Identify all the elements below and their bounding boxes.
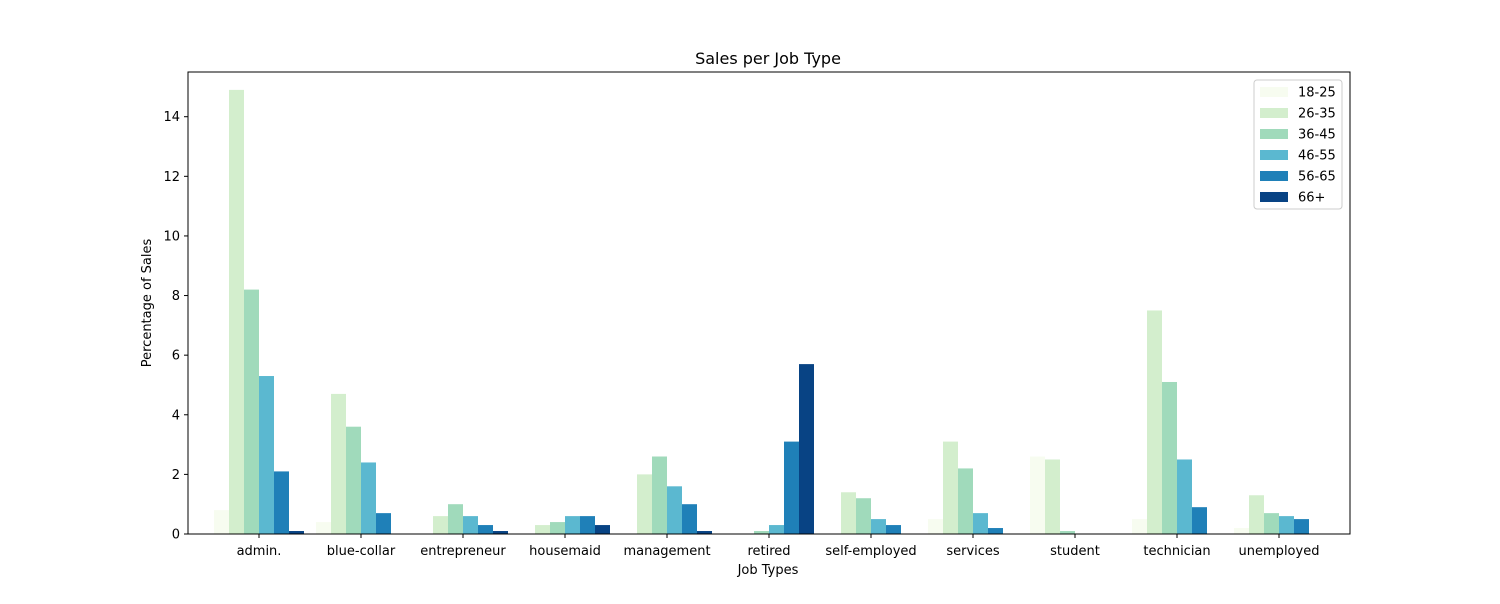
bar-18-25-student <box>1030 456 1045 534</box>
bar-36-45-student <box>1060 531 1075 534</box>
axes-layer: 0 2 4 6 8 10 12 14 admin. blue-collar entrepreneur… <box>163 71 1351 559</box>
y-tick-label: 6 <box>172 349 180 364</box>
bar-46-55-management <box>667 486 682 534</box>
legend-swatch <box>1260 129 1288 139</box>
bar-18-25-technician <box>1132 519 1147 534</box>
bar-66+-admin. <box>289 531 304 534</box>
y-tick-label: 8 <box>172 289 180 304</box>
legend-swatch <box>1260 171 1288 181</box>
x-tick-label: blue-collar <box>327 544 396 559</box>
bar-56-65-unemployed <box>1294 519 1309 534</box>
bar-26-35-student <box>1045 459 1060 534</box>
bar-36-45-admin. <box>244 289 259 534</box>
bar-56-65-services <box>988 528 1003 534</box>
bar-66+-management <box>697 531 712 534</box>
bar-18-25-admin. <box>214 510 229 534</box>
y-axis-title: Percentage of Sales <box>140 239 155 368</box>
y-tick-label: 4 <box>172 408 180 423</box>
bar-26-35-entrepreneur <box>433 516 448 534</box>
bar-46-55-services <box>973 513 988 534</box>
bar-56-65-housemaid <box>580 516 595 534</box>
bar-26-35-services <box>943 441 958 534</box>
bar-36-45-technician <box>1162 381 1177 534</box>
x-tick-label: retired <box>747 544 790 559</box>
bar-56-65-entrepreneur <box>478 525 493 534</box>
chart-title: Sales per Job Type <box>695 49 841 68</box>
bar-56-65-technician <box>1192 507 1207 534</box>
legend-swatch <box>1260 192 1288 202</box>
bar-46-55-unemployed <box>1279 516 1294 534</box>
x-axis-title: Job Types <box>737 563 799 578</box>
x-tick-label: housemaid <box>529 544 601 559</box>
bar-46-55-housemaid <box>565 516 580 534</box>
bar-46-55-admin. <box>259 376 274 534</box>
legend-label: 46-55 <box>1298 149 1336 164</box>
bar-66+-retired <box>799 364 814 534</box>
y-tick-label: 0 <box>172 528 180 543</box>
bar-26-35-management <box>637 474 652 534</box>
legend-label: 66+ <box>1298 191 1325 206</box>
legend: 18-25 26-35 36-45 46-55 56-65 66+ <box>1253 79 1343 210</box>
bar-18-25-unemployed <box>1234 528 1249 534</box>
legend-swatch <box>1260 108 1288 118</box>
bar-56-65-self-employed <box>886 525 901 534</box>
bar-46-55-entrepreneur <box>463 516 478 534</box>
legend-swatch <box>1260 150 1288 160</box>
bar-46-55-self-employed <box>871 519 886 534</box>
bar-26-35-self-employed <box>841 492 856 534</box>
bar-18-25-blue-collar <box>316 522 331 534</box>
bar-36-45-housemaid <box>550 522 565 534</box>
legend-label: 26-35 <box>1298 107 1336 122</box>
bar-26-35-blue-collar <box>331 393 346 534</box>
bars-layer <box>214 89 1309 534</box>
legend-swatch <box>1260 87 1288 97</box>
legend-label: 18-25 <box>1298 86 1336 101</box>
bar-46-55-technician <box>1177 459 1192 534</box>
y-tick-label: 2 <box>172 468 180 483</box>
bar-36-45-unemployed <box>1264 513 1279 534</box>
y-tick-label: 14 <box>163 110 180 125</box>
legend-label: 36-45 <box>1298 128 1336 143</box>
bar-36-45-blue-collar <box>346 426 361 534</box>
bar-66+-entrepreneur <box>493 531 508 534</box>
x-tick-label: services <box>946 544 1000 559</box>
bar-56-65-blue-collar <box>376 513 391 534</box>
bar-26-35-housemaid <box>535 525 550 534</box>
bar-56-65-admin. <box>274 471 289 534</box>
y-tick-label: 10 <box>163 229 180 244</box>
legend-label: 56-65 <box>1298 170 1336 185</box>
x-tick-label: entrepreneur <box>420 544 506 559</box>
bar-36-45-services <box>958 468 973 534</box>
bar-56-65-retired <box>784 441 799 534</box>
bar-46-55-retired <box>769 525 784 534</box>
bar-66+-housemaid <box>595 525 610 534</box>
bar-26-35-technician <box>1147 310 1162 534</box>
x-tick-label: student <box>1050 544 1100 559</box>
x-tick-label: admin. <box>237 544 282 559</box>
bar-36-45-self-employed <box>856 498 871 534</box>
bar-26-35-unemployed <box>1249 495 1264 534</box>
bar-26-35-admin. <box>229 89 244 534</box>
x-tick-label: unemployed <box>1239 544 1320 559</box>
bar-36-45-retired <box>754 531 769 534</box>
x-tick-label: management <box>623 544 710 559</box>
bar-46-55-blue-collar <box>361 462 376 534</box>
bar-18-25-services <box>928 519 943 534</box>
x-tick-label: technician <box>1143 544 1210 559</box>
bar-36-45-management <box>652 456 667 534</box>
y-tick-label: 12 <box>163 170 180 185</box>
bar-36-45-entrepreneur <box>448 504 463 534</box>
bar-56-65-management <box>682 504 697 534</box>
x-tick-label: self-employed <box>825 544 916 559</box>
